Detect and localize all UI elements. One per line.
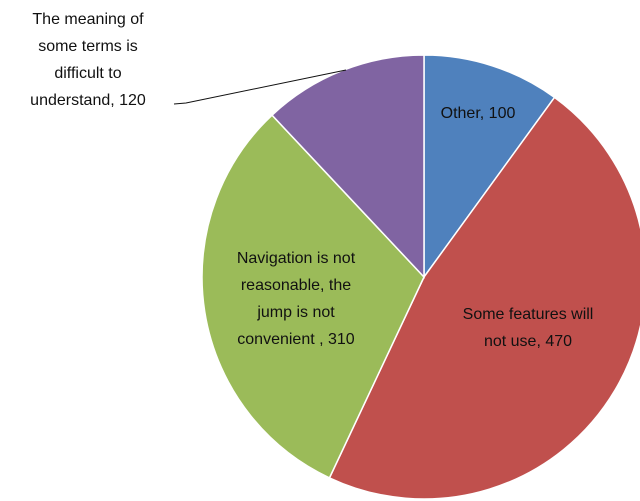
label-line: convenient , 310 (237, 331, 355, 348)
label-meaning-of-terms: The meaning of some terms is difficult to u… (30, 11, 146, 109)
label-line: The meaning of (32, 11, 144, 28)
slice-some-features (328, 96, 640, 500)
label-line: jump is not (256, 304, 335, 321)
label-some-features: Some features will not use, 470 (463, 306, 594, 350)
label-line: not use, 470 (484, 333, 572, 350)
label-line: understand, 120 (30, 92, 146, 109)
label-line: difficult to (54, 65, 121, 82)
label-navigation: Navigation is not reasonable, the jump is … (237, 250, 356, 348)
slice-other (423, 54, 556, 280)
label-other: Other, 100 (441, 105, 516, 122)
leader-line (173, 69, 347, 105)
slice-navigation (201, 114, 425, 479)
label-line: Some features will (463, 306, 594, 323)
label-line: Other, 100 (441, 105, 516, 122)
label-line: Navigation is not (237, 250, 356, 267)
label-line: some terms is (38, 38, 138, 55)
label-line: reasonable, the (241, 277, 351, 294)
